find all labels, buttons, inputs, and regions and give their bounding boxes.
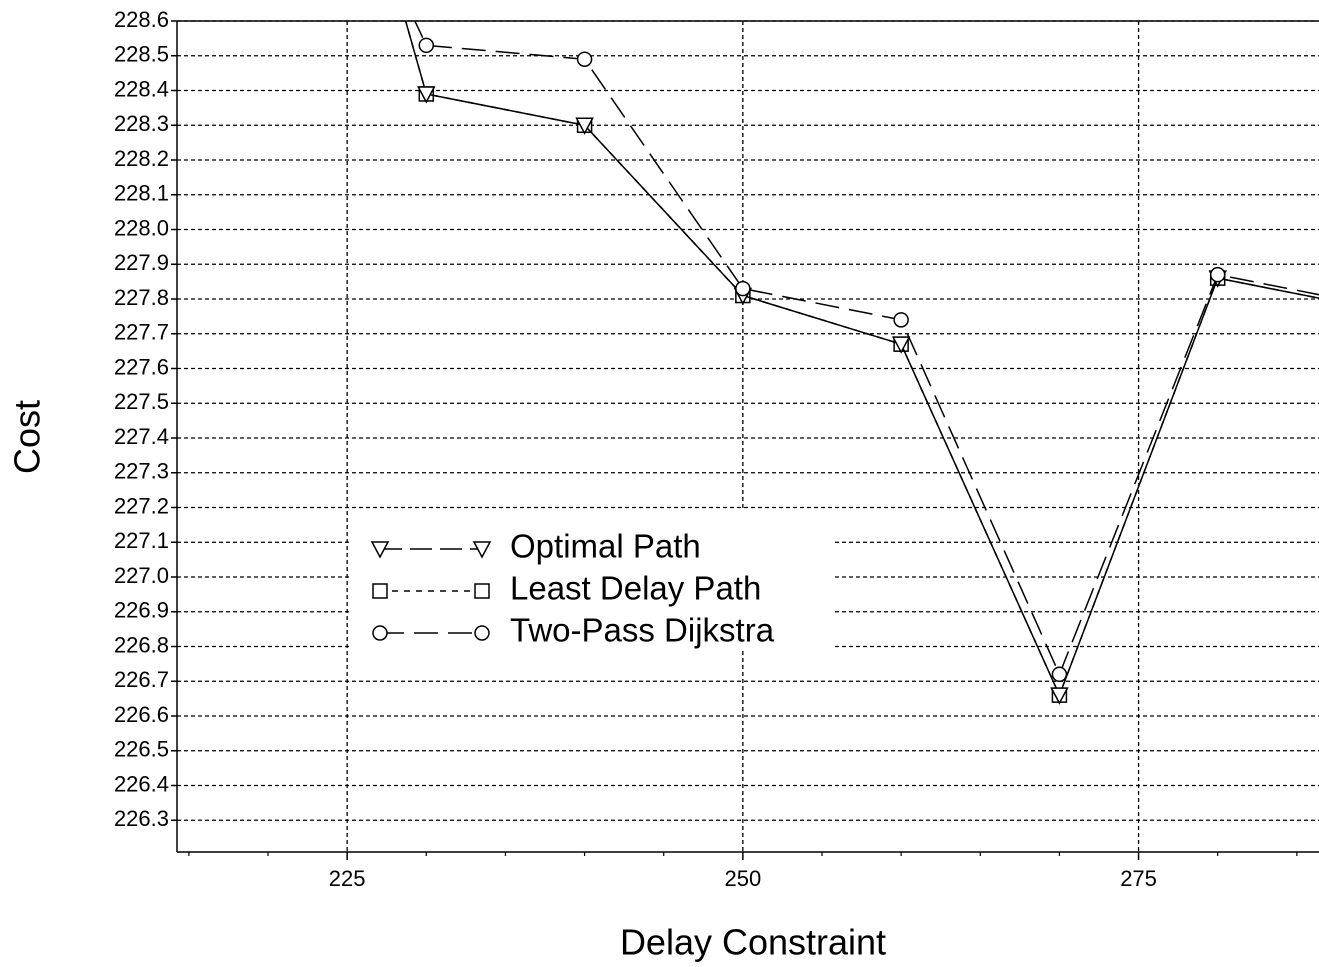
- y-tick-label: 227.8: [114, 285, 169, 310]
- y-tick-label: 226.7: [114, 667, 169, 692]
- marker: [474, 625, 490, 641]
- y-tick-label: 227.7: [114, 320, 169, 345]
- y-tick-label: 226.3: [114, 806, 169, 831]
- marker: [372, 583, 388, 599]
- y-tick-label: 226.8: [114, 632, 169, 657]
- marker: [1050, 687, 1069, 705]
- x-axis-title: Delay Constraint: [620, 922, 886, 963]
- y-tick-label: 228.6: [114, 7, 169, 32]
- y-tick-label: 228.3: [114, 111, 169, 136]
- legend-box: [350, 510, 835, 650]
- legend-label: Optimal Path: [510, 528, 701, 565]
- marker: [575, 117, 594, 135]
- marker: [372, 625, 388, 641]
- marker: [417, 86, 436, 104]
- marker: [1051, 666, 1068, 683]
- y-tick-label: 226.6: [114, 702, 169, 727]
- series-line: [404, 21, 1319, 698]
- y-tick-label: 228.2: [114, 146, 169, 171]
- y-axis-title: Cost: [7, 400, 48, 474]
- y-tick-label: 227.5: [114, 389, 169, 414]
- y-tick-label: 228.1: [114, 181, 169, 206]
- y-tick-label: 227.1: [114, 528, 169, 553]
- y-tick-label: 228.4: [114, 76, 169, 101]
- y-tick-label: 226.9: [114, 598, 169, 623]
- y-tick-label: 227.9: [114, 250, 169, 275]
- y-tick-label: 227.4: [114, 424, 169, 449]
- y-tick-label: 226.4: [114, 771, 169, 796]
- legend-label: Two-Pass Dijkstra: [510, 612, 775, 649]
- marker: [891, 336, 911, 354]
- y-tick-label: 227.2: [114, 493, 169, 518]
- x-tick-label: 275: [1120, 866, 1157, 891]
- marker: [418, 37, 435, 54]
- marker: [472, 541, 492, 559]
- y-tick-label: 227.6: [114, 354, 169, 379]
- marker: [893, 312, 909, 328]
- y-tick-label: 226.5: [114, 737, 169, 762]
- marker: [576, 51, 593, 67]
- y-tick-label: 227.3: [114, 459, 169, 484]
- y-tick-label: 228.0: [114, 215, 169, 240]
- series-line: [414, 21, 1319, 677]
- x-tick-label: 225: [329, 866, 366, 891]
- marker: [474, 583, 490, 599]
- y-tick-label: 227.0: [114, 563, 169, 588]
- marker: [370, 541, 390, 559]
- y-tick-label: 228.5: [114, 42, 169, 67]
- x-tick-label: 250: [724, 866, 761, 891]
- legend-label: Least Delay Path: [510, 570, 761, 607]
- marker: [1209, 266, 1226, 283]
- marker: [735, 280, 751, 297]
